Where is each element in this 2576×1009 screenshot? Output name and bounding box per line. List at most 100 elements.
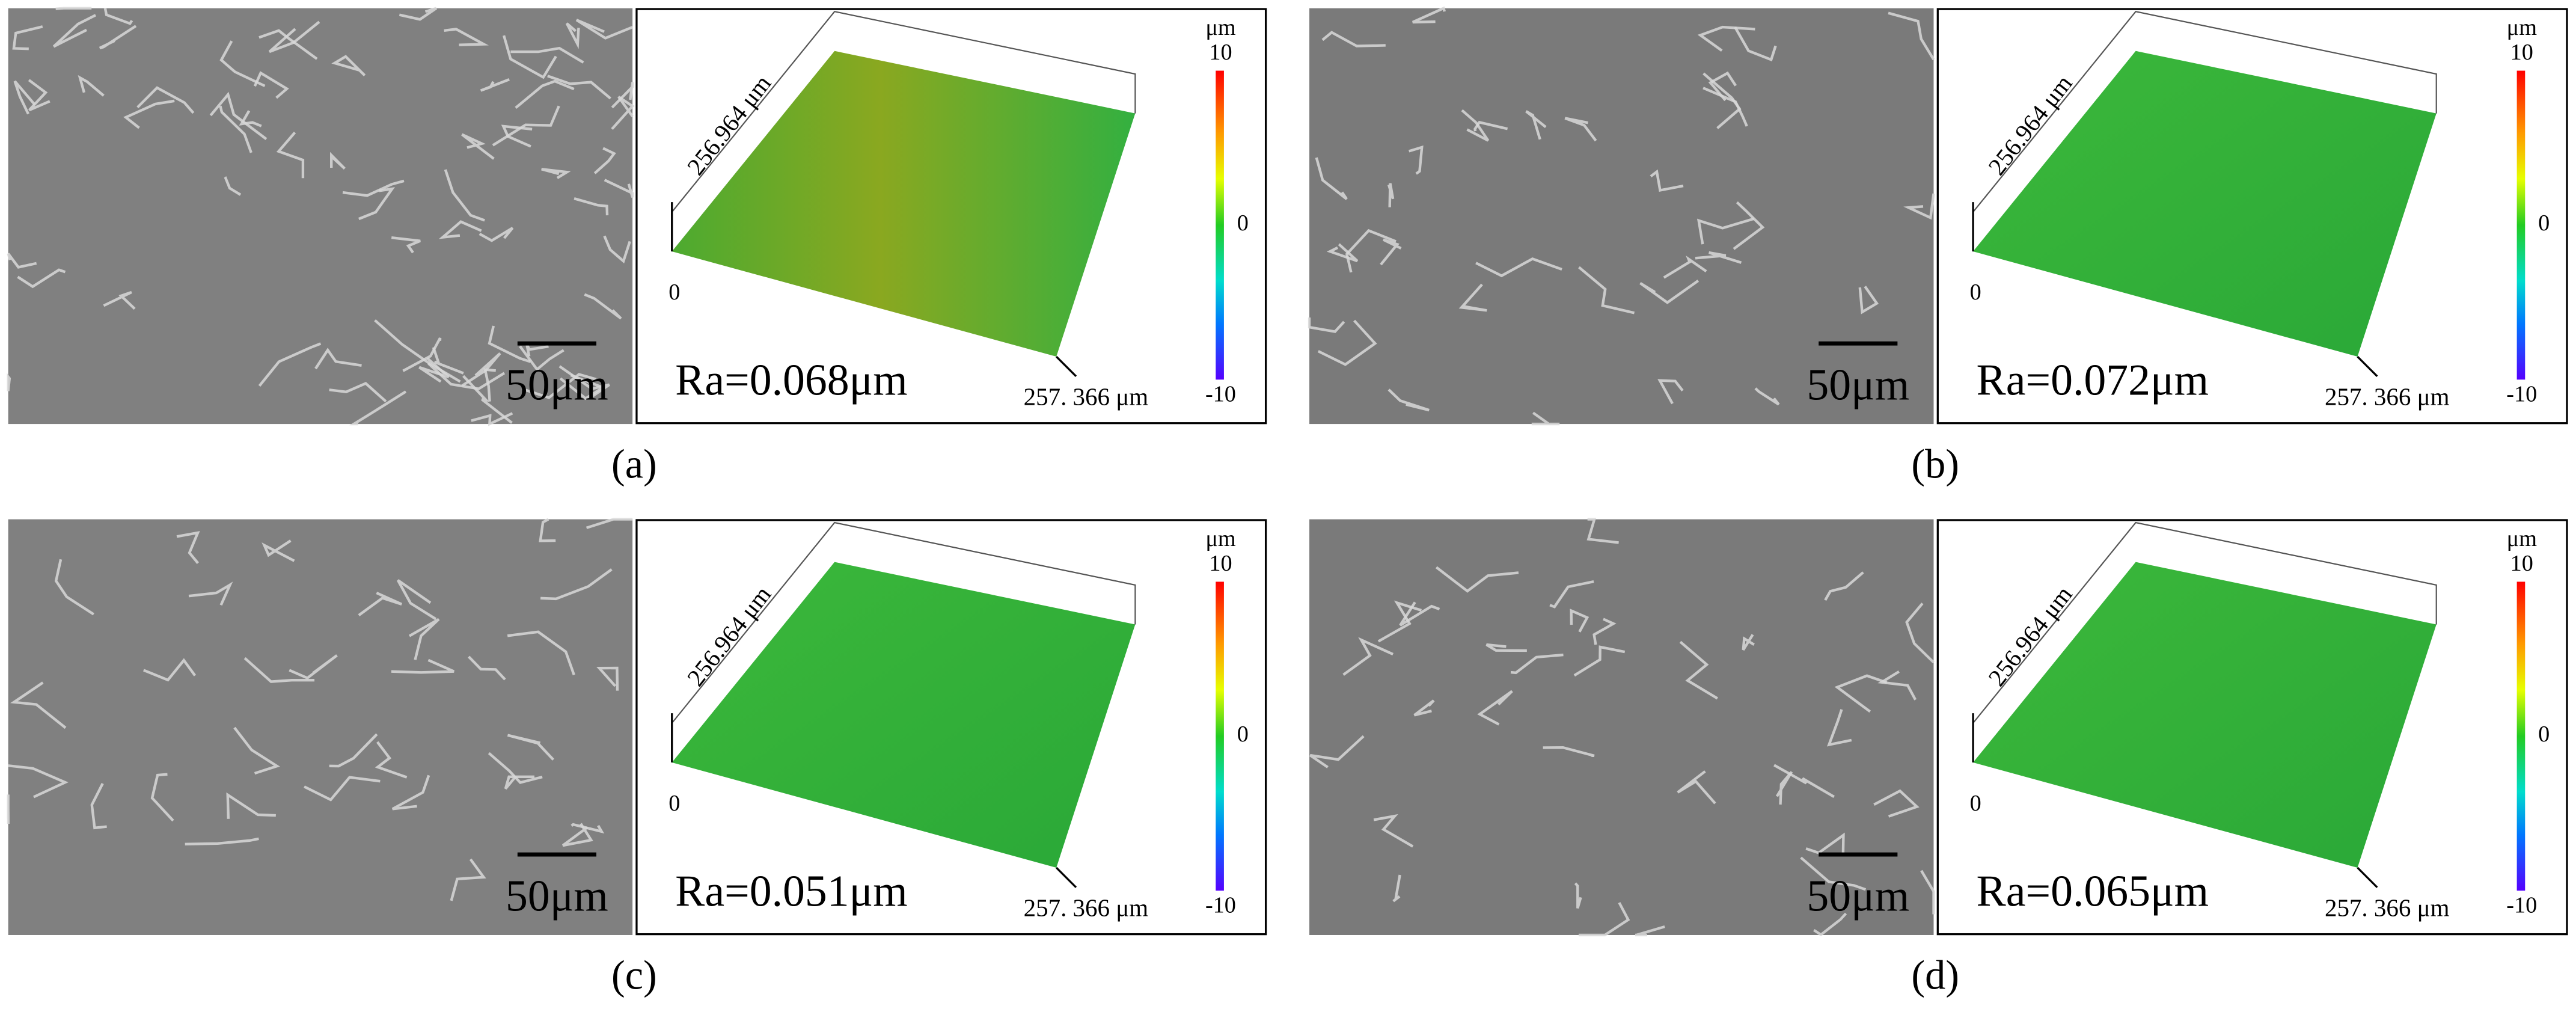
grain-boundary: [1315, 157, 1348, 200]
grain-boundary: [515, 79, 575, 109]
panel-label: (d): [1911, 952, 1959, 998]
grain-boundary: [1639, 280, 1699, 304]
grain-boundary: [259, 29, 318, 60]
roughness: Ra=0.065μm: [1977, 866, 2209, 915]
grain-boundary: [525, 343, 549, 357]
grain-boundary: [501, 124, 533, 148]
x-axis: [2357, 355, 2378, 378]
grain-boundary: [1708, 71, 1737, 102]
grain-boundary: [1754, 387, 1780, 406]
grain-boundary: [358, 187, 396, 221]
colorbar-tick: 0: [1237, 210, 1249, 236]
grain-boundary: [1308, 317, 1345, 333]
grain-boundary: [1742, 634, 1755, 651]
grain-boundary: [375, 741, 408, 779]
grain-boundary: [1903, 193, 1935, 220]
grain-boundary: [1586, 518, 1619, 544]
grain-boundary: [55, 7, 92, 10]
scale-bar-label: 50μm: [506, 360, 608, 409]
grain-boundary: [329, 382, 387, 403]
colorbar-tick: 10: [2510, 40, 2533, 65]
grain-boundary: [1574, 882, 1582, 909]
grain-boundary: [1873, 789, 1920, 818]
grain-boundary: [1525, 110, 1547, 140]
sem-background: [8, 519, 633, 935]
grain-boundary: [521, 373, 597, 399]
grain-boundary: [391, 236, 421, 254]
colorbar-unit: μm: [1205, 15, 1236, 40]
grain-boundary: [289, 654, 338, 680]
grain-boundary: [28, 79, 50, 112]
x-axis: [2357, 866, 2378, 888]
grain-boundary: [1775, 771, 1793, 805]
grain-boundary: [1373, 814, 1414, 848]
grain-boundary: [399, 7, 438, 21]
grain-boundary: [462, 375, 513, 424]
grain-boundary: [331, 55, 366, 77]
sem-image: 50μm: [1309, 518, 1935, 937]
grain-boundary: [150, 773, 174, 822]
scale-bar-label: 50μm: [1807, 360, 1909, 409]
colorbar-unit: μm: [2507, 15, 2538, 40]
grain-boundary: [103, 290, 136, 310]
grain-boundary: [1663, 255, 1707, 279]
grain-boundary: [330, 152, 346, 170]
grain-boundary: [342, 179, 405, 197]
grain-boundary: [1435, 566, 1519, 593]
grain-boundary: [540, 568, 613, 601]
grain-boundary: [7, 253, 37, 269]
grain-boundary: [1592, 618, 1617, 645]
grain-boundary: [611, 82, 634, 109]
colorbar-tick: 10: [1209, 40, 1232, 65]
roughness: Ra=0.068μm: [675, 355, 907, 404]
grain-boundary: [1877, 670, 1917, 701]
grain-boundary: [1475, 257, 1562, 278]
grain-boundary: [541, 168, 571, 179]
grain-boundary: [8, 764, 69, 799]
colorbar: [1216, 581, 1224, 891]
grain-boundary: [1703, 87, 1748, 127]
grain-boundary: [13, 80, 36, 115]
grain-boundary: [559, 373, 606, 400]
grain-boundary: [603, 235, 631, 264]
grain-boundary: [539, 518, 556, 542]
grain-boundary: [243, 657, 315, 683]
grain-boundary: [1696, 217, 1755, 245]
grain-boundary: [329, 733, 378, 768]
grain-boundary: [143, 658, 197, 682]
grain-boundary: [54, 559, 94, 616]
grain-boundary: [584, 293, 622, 320]
grain-boundary: [1317, 319, 1377, 366]
origin-label: 0: [668, 791, 680, 816]
grain-boundary: [226, 792, 276, 819]
grain-boundary: [1888, 11, 1935, 61]
colorbar: [1216, 70, 1224, 380]
grain-boundary: [604, 179, 634, 198]
grain-boundary: [461, 133, 495, 160]
sem-background: [1309, 519, 1934, 935]
origin-label: 0: [1970, 280, 1981, 305]
sem-image: 50μm: [7, 518, 633, 935]
grain-boundary: [17, 268, 66, 289]
grain-boundary: [574, 197, 609, 216]
grain-boundary: [444, 28, 489, 46]
grain-boundary: [1677, 770, 1716, 805]
colorbar-tick: 10: [2510, 551, 2533, 576]
grain-boundary: [461, 352, 501, 387]
colorbar: [2516, 70, 2526, 380]
grain-boundary: [7, 373, 11, 391]
grain-boundary: [396, 579, 437, 621]
grain-boundary: [1564, 117, 1597, 142]
surface: [672, 51, 1136, 357]
grain-boundary: [349, 390, 407, 426]
grain-boundary: [99, 25, 137, 49]
grain-boundary: [1920, 869, 1935, 915]
grain-boundary: [358, 592, 403, 616]
grain-boundary: [586, 518, 633, 529]
roughness: Ra=0.051μm: [675, 866, 907, 915]
grain-boundary: [103, 8, 133, 25]
